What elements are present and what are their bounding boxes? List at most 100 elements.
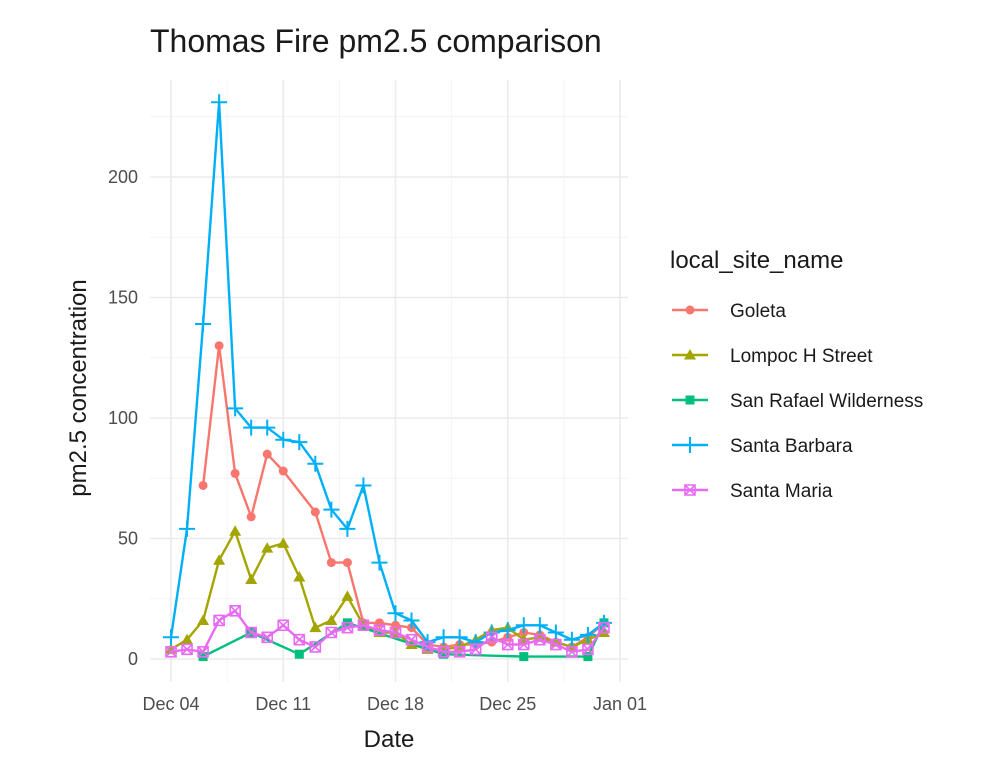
- data-point: [582, 643, 594, 656]
- data-point: [179, 520, 196, 537]
- x-axis-title: Date: [364, 726, 415, 753]
- legend-key-marker: [685, 305, 695, 315]
- data-point: [325, 614, 338, 625]
- data-point: [227, 400, 244, 417]
- data-point: [389, 626, 402, 639]
- data-point: [341, 590, 354, 601]
- legend-item: San Rafael Wilderness: [672, 391, 923, 412]
- x-axis-ticks: Dec 04 Dec 11 Dec 18 Dec 25 Jan 01: [142, 694, 647, 714]
- legend-label: Santa Maria: [730, 481, 833, 502]
- data-point: [261, 631, 274, 644]
- data-point: [469, 643, 482, 656]
- data-point: [531, 617, 548, 634]
- data-point: [437, 645, 450, 658]
- data-point: [277, 537, 290, 548]
- legend-item: Lompoc H Street: [672, 346, 873, 367]
- data-point: [547, 624, 564, 641]
- data-point: [371, 554, 388, 571]
- data-point: [293, 571, 306, 582]
- data-point: [323, 501, 340, 518]
- series-layer: [163, 94, 612, 662]
- legend-item: Santa Maria: [672, 481, 833, 502]
- data-point: [275, 431, 292, 448]
- data-point: [309, 641, 322, 653]
- data-point: [339, 520, 356, 537]
- x-tick-label: Jan 01: [593, 694, 647, 714]
- data-point: [165, 645, 177, 658]
- data-point: [307, 455, 324, 472]
- legend-item: Santa Barbara: [672, 436, 853, 457]
- data-point: [310, 507, 320, 517]
- data-point: [246, 512, 256, 522]
- grid: [150, 80, 628, 682]
- data-point: [213, 554, 226, 565]
- data-point: [373, 624, 386, 636]
- plot-panel: [150, 80, 628, 682]
- data-point: [198, 480, 208, 490]
- legend-key-marker: [682, 437, 698, 453]
- y-tick-label: 0: [128, 649, 138, 669]
- data-point: [342, 558, 352, 568]
- legend-title: local_site_name: [670, 247, 843, 274]
- legend-key-marker: [684, 349, 696, 360]
- x-tick-label: Dec 11: [255, 694, 311, 714]
- data-point: [405, 633, 418, 646]
- y-axis-title: pm2.5 concentration: [65, 279, 92, 496]
- chart-title: Thomas Fire pm2.5 comparison: [150, 23, 602, 59]
- data-point: [211, 94, 228, 111]
- legend-item: Goleta: [672, 301, 786, 322]
- data-point: [403, 612, 420, 629]
- data-point: [485, 631, 498, 644]
- data-point: [325, 626, 338, 639]
- data-point: [294, 649, 304, 659]
- data-point: [163, 629, 179, 646]
- data-point: [453, 645, 466, 658]
- data-point: [230, 468, 240, 478]
- data-point: [195, 316, 212, 333]
- data-point: [451, 629, 468, 646]
- data-point: [197, 645, 209, 658]
- y-tick-label: 200: [108, 167, 138, 187]
- series-line: [169, 101, 605, 644]
- data-point: [499, 622, 516, 639]
- x-tick-label: Dec 25: [479, 694, 536, 714]
- data-point: [245, 626, 257, 639]
- data-point: [563, 631, 580, 648]
- data-point: [439, 649, 449, 659]
- data-point: [566, 645, 578, 658]
- data-point: [278, 466, 288, 476]
- legend-label: Goleta: [730, 301, 786, 322]
- data-point: [467, 634, 484, 651]
- legend-label: San Rafael Wilderness: [730, 391, 923, 412]
- series-line: [170, 609, 605, 653]
- data-point: [326, 558, 336, 568]
- data-point: [309, 621, 322, 633]
- legend: Goleta Lompoc H Street San Rafael Wilderne…: [672, 301, 923, 502]
- series-santa-maria: [165, 605, 610, 658]
- data-point: [262, 449, 272, 459]
- data-point: [355, 477, 372, 494]
- data-point: [213, 614, 225, 627]
- data-point: [197, 614, 210, 625]
- x-tick-label: Dec 18: [367, 694, 424, 714]
- legend-key-marker: [684, 484, 696, 496]
- data-point: [245, 573, 258, 584]
- data-point: [291, 434, 308, 451]
- legend-label: Lompoc H Street: [730, 346, 873, 367]
- data-point: [181, 633, 194, 645]
- y-tick-label: 100: [108, 408, 138, 428]
- data-point: [583, 652, 593, 662]
- data-point: [534, 633, 546, 646]
- data-point: [341, 621, 354, 634]
- data-point: [229, 525, 242, 536]
- data-point: [261, 542, 274, 553]
- data-point: [421, 641, 434, 653]
- data-point: [259, 419, 276, 436]
- data-point: [181, 643, 193, 656]
- data-point: [579, 626, 596, 643]
- data-point: [533, 631, 546, 642]
- data-point: [293, 633, 306, 646]
- data-point: [277, 619, 290, 632]
- legend-label: Santa Barbara: [730, 436, 853, 457]
